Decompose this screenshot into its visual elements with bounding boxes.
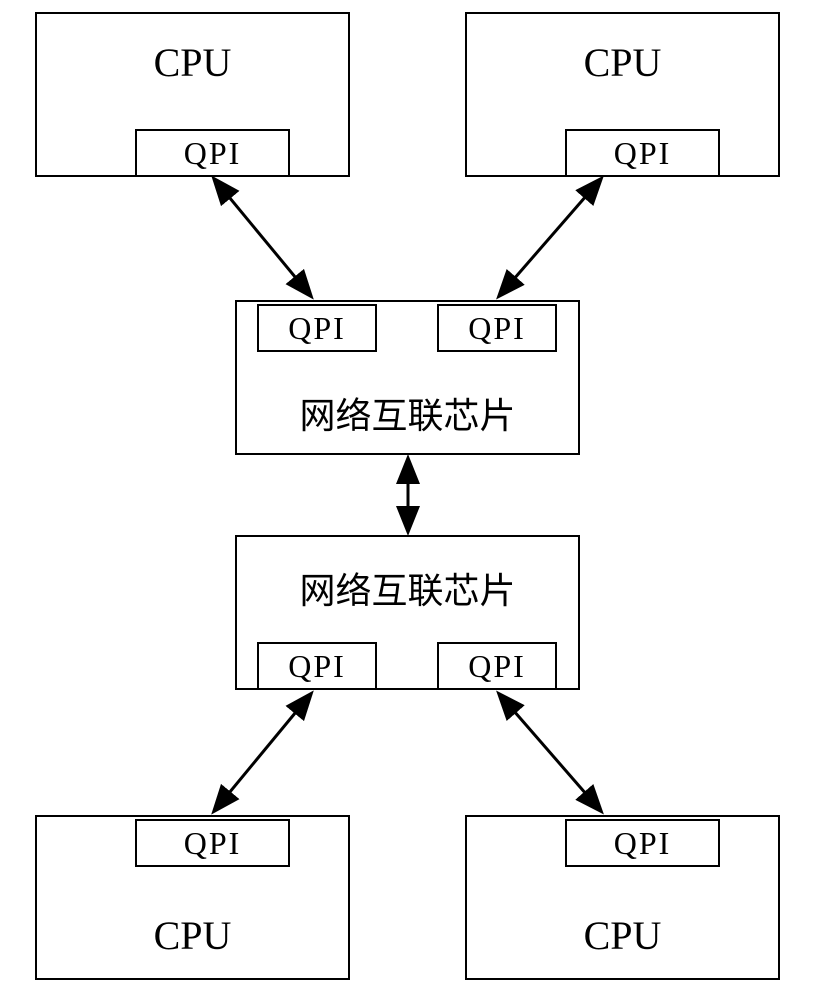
cpu-box-top-left: CPU QPI — [35, 12, 350, 177]
qpi-box: QPI — [135, 819, 290, 867]
qpi-box: QPI — [565, 129, 720, 177]
network-chip-bottom: 网络互联芯片 QPI QPI — [235, 535, 580, 690]
cpu-label: CPU — [584, 39, 662, 86]
chip-label: 网络互联芯片 — [299, 387, 515, 439]
cpu-label: CPU — [154, 912, 232, 959]
cpu-label: CPU — [154, 39, 232, 86]
chip-label: 网络互联芯片 — [299, 562, 515, 614]
qpi-box: QPI — [437, 304, 557, 352]
qpi-box: QPI — [135, 129, 290, 177]
cpu-box-bottom-right: QPI CPU — [465, 815, 780, 980]
cpu-box-top-right: CPU QPI — [465, 12, 780, 177]
qpi-box: QPI — [437, 642, 557, 690]
cpu-box-bottom-left: QPI CPU — [35, 815, 350, 980]
qpi-box: QPI — [257, 642, 377, 690]
cpu-label: CPU — [584, 912, 662, 959]
qpi-box: QPI — [257, 304, 377, 352]
network-chip-top: QPI QPI 网络互联芯片 — [235, 300, 580, 455]
qpi-box: QPI — [565, 819, 720, 867]
